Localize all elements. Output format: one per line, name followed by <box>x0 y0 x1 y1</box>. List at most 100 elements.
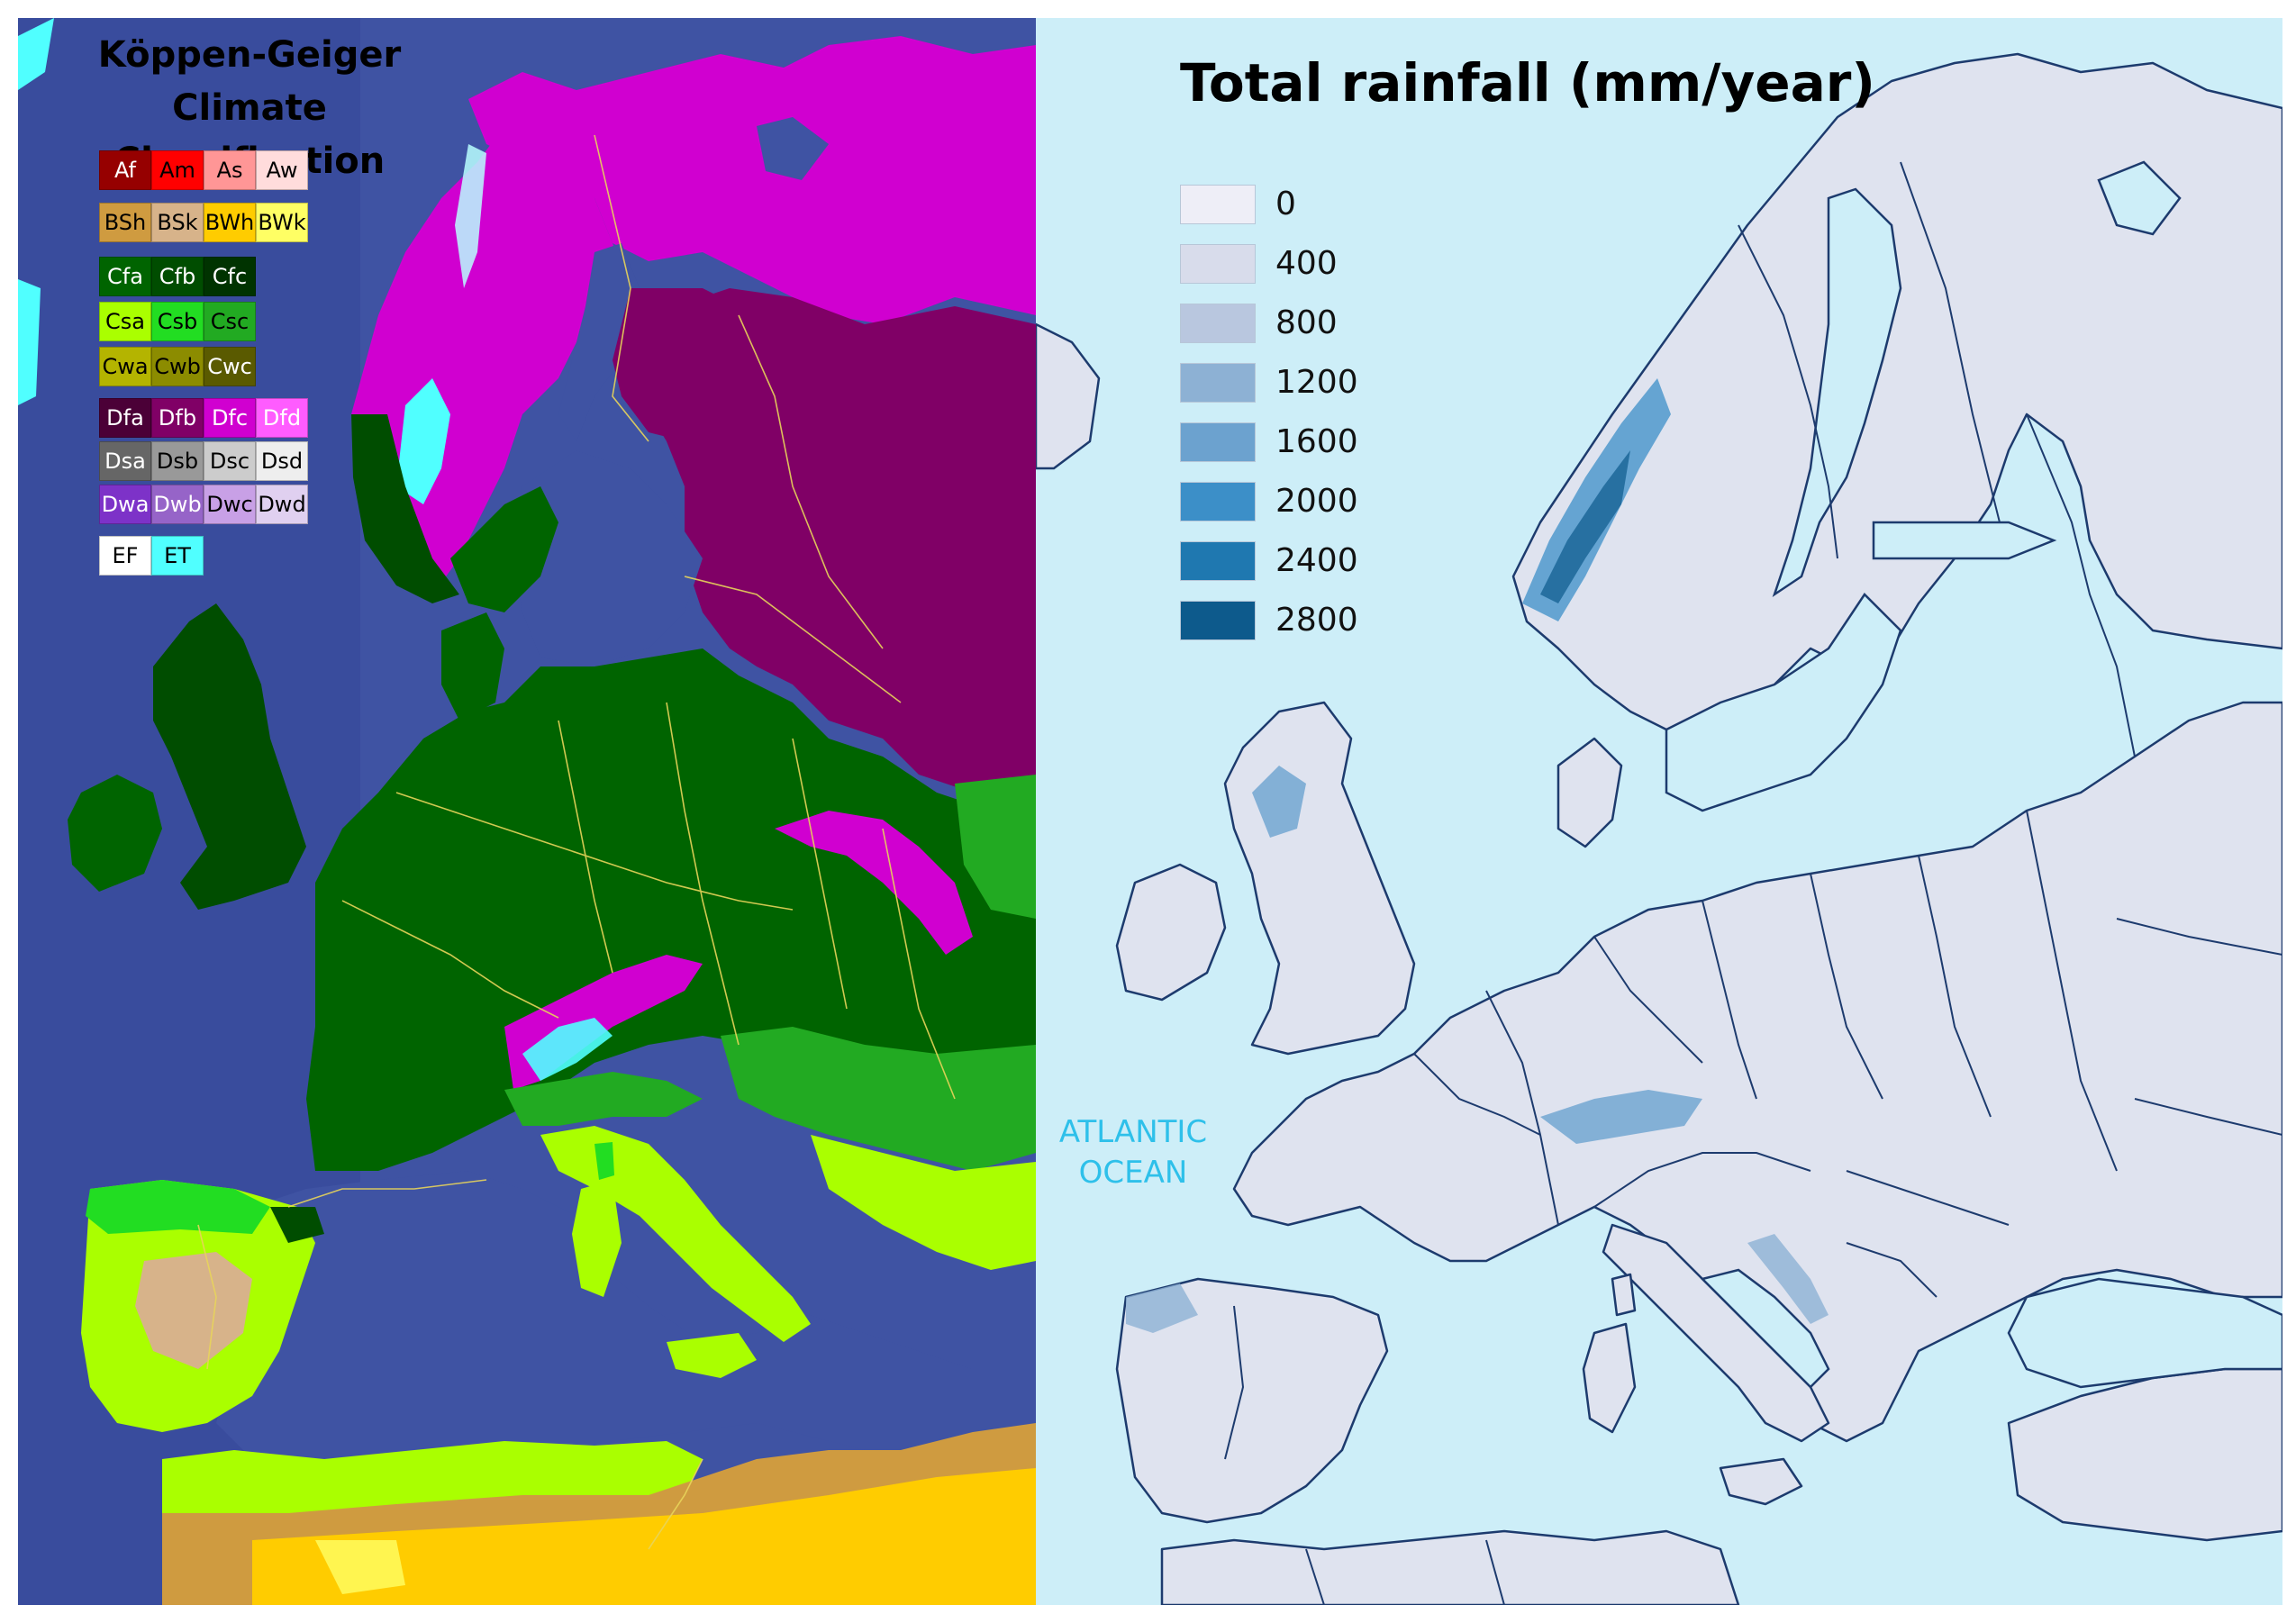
koppen-region-cfa-balkans <box>721 1027 1036 1171</box>
koppen-legend-row: Dsa Dsb Dsc Dsd <box>99 441 308 481</box>
koppen-legend-swatch: EF <box>99 536 151 576</box>
ocean-label-line1: ATLANTIC <box>1058 1114 1208 1150</box>
wet-area-alps <box>1540 1090 1702 1144</box>
rainfall-legend-label: 2400 <box>1275 542 1358 579</box>
rainfall-legend-swatch <box>1180 304 1256 343</box>
koppen-region-cfb-ireland <box>68 775 162 892</box>
rainfall-legend-label: 400 <box>1275 245 1338 282</box>
koppen-legend-swatch: Dsd <box>256 441 308 481</box>
koppen-legend-swatch: BWk <box>256 203 308 242</box>
rainfall-legend-swatch <box>1180 244 1256 284</box>
land-iberia <box>1115 1277 1389 1524</box>
white-sea <box>757 117 829 180</box>
koppen-legend-swatch: Am <box>151 150 204 190</box>
land-iceland <box>1036 322 1101 470</box>
land-denmark <box>1556 737 1623 848</box>
rainfall-map-panel: Total rainfall (mm/year) 0 400 800 1200 1600… <box>1036 18 2282 1605</box>
rainfall-land <box>1036 52 2282 1605</box>
koppen-legend-swatch: Cwa <box>99 347 151 386</box>
rainfall-legend-label: 800 <box>1275 304 1338 341</box>
baltic-sea <box>513 450 703 666</box>
koppen-region-cfb-britain <box>153 603 306 910</box>
koppen-region-cfb-denmark <box>441 612 504 721</box>
koppen-region-dfb-baltics <box>703 468 973 703</box>
koppen-title-line1: Köppen-Geiger <box>97 34 402 76</box>
koppen-region-dfc-north <box>468 36 1036 324</box>
adriatic-sea <box>1700 1268 1830 1389</box>
wet-area-dinaric <box>1747 1234 1829 1324</box>
koppen-legend-swatch: Dfc <box>204 398 256 438</box>
koppen-region-csa-sardinia <box>572 1180 622 1297</box>
ocean-label-line2: OCEAN <box>1078 1155 1188 1191</box>
koppen-legend-swatch: BSk <box>151 203 204 242</box>
rainfall-legend-item: 0 <box>1180 185 1450 224</box>
koppen-region-cfb-norway-coast <box>351 414 459 603</box>
koppen-legend-swatch: BWh <box>204 203 256 242</box>
koppen-map-panel: Köppen-Geiger Climate Classification AfA… <box>18 18 1036 1605</box>
koppen-legend-row: Af Am As Aw <box>99 150 308 190</box>
gulf-of-bothnia-rain <box>1772 187 1902 598</box>
rainfall-legend-item: 1200 <box>1180 363 1450 403</box>
koppen-legend-swatch: Dfb <box>151 398 204 438</box>
koppen-region-bwh-sahara <box>252 1468 1036 1605</box>
land-continent <box>1232 701 2282 1443</box>
koppen-legend-swatch: Dwa <box>99 485 151 524</box>
rainfall-legend-item: 1600 <box>1180 422 1450 462</box>
rainfall-legend-label: 1200 <box>1275 364 1358 401</box>
koppen-region-cfb-central <box>306 648 1036 1171</box>
koppen-legend-swatch: Af <box>99 150 151 190</box>
rainfall-legend-item: 2000 <box>1180 482 1450 521</box>
rainfall-title: Total rainfall (mm/year) <box>1180 52 1875 113</box>
koppen-legend-swatch: Csb <box>151 302 204 341</box>
land-turkey <box>2007 1367 2282 1542</box>
koppen-legend-swatch: Cfa <box>99 257 151 296</box>
rainfall-legend-item: 2800 <box>1180 601 1450 640</box>
land-corsica <box>1611 1273 1637 1317</box>
rainfall-legend-swatch <box>1180 482 1256 521</box>
white-sea-rain <box>2097 160 2182 236</box>
koppen-region-csa-balkans <box>811 1135 1036 1270</box>
koppen-legend-swatch: Cwb <box>151 347 204 386</box>
koppen-legend-row: EF ET <box>99 536 204 576</box>
black-sea <box>2007 1277 2282 1389</box>
rainfall-legend-item: 2400 <box>1180 541 1450 581</box>
koppen-legend-swatch: Dfa <box>99 398 151 438</box>
koppen-region-bsk-iberia <box>135 1252 252 1369</box>
wet-area-iberia-nw <box>1126 1283 1198 1333</box>
wet-area-norway-inner <box>1540 450 1630 603</box>
koppen-region-et-norway <box>396 378 450 504</box>
koppen-legend-swatch: Dsc <box>204 441 256 481</box>
koppen-legend-swatch: Cwc <box>204 347 256 386</box>
koppen-legend-swatch: Cfc <box>204 257 256 296</box>
koppen-region-cfb-sweden-south <box>450 486 558 612</box>
koppen-legend-swatch: Dwb <box>151 485 204 524</box>
koppen-legend-row: Cwa Cwb Cwc <box>99 347 256 386</box>
koppen-region-csb-iberia-north <box>86 1180 270 1234</box>
koppen-legend-swatch: Csc <box>204 302 256 341</box>
rainfall-legend-item: 800 <box>1180 304 1450 343</box>
rainfall-legend-swatch <box>1180 363 1256 403</box>
wet-area-scotland <box>1252 766 1306 838</box>
iceland-fragment-2 <box>18 279 41 405</box>
koppen-region-cfa-po <box>504 1072 703 1126</box>
koppen-region-bwk-patch <box>315 1540 405 1594</box>
land-sardinia <box>1582 1322 1637 1434</box>
rainfall-legend-label: 0 <box>1275 186 1296 222</box>
koppen-legend-row: Dwa Dwb Dwc Dwd <box>99 485 308 524</box>
koppen-legend-swatch: Dwc <box>204 485 256 524</box>
koppen-legend-row: Cfa Cfb Cfc <box>99 257 256 296</box>
rainfall-inner-seas <box>1665 160 2282 1389</box>
koppen-legend-swatch: Aw <box>256 150 308 190</box>
koppen-legend-swatch: Dwd <box>256 485 308 524</box>
koppen-legend-swatch: Dfd <box>256 398 308 438</box>
koppen-legend-row: BSh BSk BWh BWk <box>99 203 308 242</box>
land-sicily <box>1719 1457 1803 1506</box>
mediterranean-sea <box>216 1171 1036 1468</box>
koppen-map <box>18 18 1036 1605</box>
rainfall-map <box>1036 18 2282 1605</box>
rainfall-legend-item: 400 <box>1180 244 1450 284</box>
koppen-legend-swatch: As <box>204 150 256 190</box>
koppen-region-et-norway-2 <box>455 144 486 288</box>
koppen-region-csa-sicily <box>667 1333 757 1378</box>
rainfall-legend-label: 2800 <box>1275 602 1358 639</box>
